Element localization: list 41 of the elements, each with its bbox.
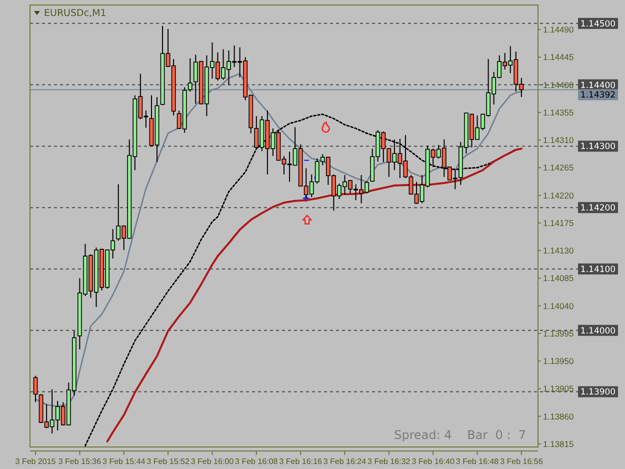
y-tick-label: 1.13950 [543, 356, 574, 366]
chart-title: EURUSDc,M1 [44, 8, 106, 19]
candlestick [33, 375, 38, 403]
y-tick-label: 1.14175 [543, 218, 574, 228]
y-tick-label: 1.14265 [543, 162, 574, 173]
y-tick-label: 1.14400 [543, 80, 574, 90]
ref-line-label: 1.14400 [580, 80, 616, 91]
x-tick-label: 3 Feb 16:08 [235, 457, 278, 466]
x-tick-label: 3 Feb 16:40 [412, 457, 455, 466]
x-tick-label: 3 Feb 15:44 [102, 457, 146, 466]
y-tick-label: 1.14130 [543, 246, 574, 256]
x-tick-label: 3 Feb 2015 [15, 457, 56, 466]
y-tick-label: 1.13815 [543, 438, 574, 449]
candlestick [188, 58, 192, 92]
ref-line-label: 1.14300 [580, 142, 616, 152]
ref-line-label: 1.14200 [580, 204, 616, 214]
y-tick-label: 1.13995 [543, 328, 574, 338]
x-tick-label: 3 Feb 15:36 [58, 457, 102, 466]
x-tick-label: 3 Feb 16:56 [500, 457, 544, 466]
ref-line-label: 1.13900 [580, 388, 616, 398]
ref-line-label: 1.14100 [580, 264, 616, 275]
x-tick-label: 3 Feb 16:16 [279, 457, 322, 466]
x-tick-label: 3 Feb 16:24 [323, 457, 367, 466]
y-tick-label: 1.14085 [543, 273, 574, 284]
x-tick-label: 3 Feb 16:00 [190, 457, 234, 466]
ref-line-label: 1.14000 [580, 326, 616, 336]
y-tick-label: 1.14310 [543, 135, 574, 146]
y-tick-label: 1.14355 [543, 107, 574, 118]
y-tick-label: 1.13905 [543, 384, 574, 394]
y-tick-label: 1.14040 [543, 300, 574, 311]
line-series [84, 114, 517, 446]
ref-line-label: 1.14392 [580, 90, 616, 101]
ref-line-label: 1.14500 [580, 19, 616, 30]
y-tick-label: 1.14445 [543, 52, 574, 62]
y-tick-label: 1.14490 [543, 24, 574, 35]
x-tick-label: 3 Feb 15:52 [146, 457, 190, 466]
x-tick-label: 3 Feb 16:48 [456, 457, 500, 466]
y-tick-label: 1.13860 [543, 411, 574, 422]
x-tick-label: 3 Feb 16:32 [368, 457, 411, 466]
annotation: Spread: 4 Bar 0 : 7 [394, 428, 526, 442]
y-tick-label: 1.14220 [543, 190, 574, 200]
